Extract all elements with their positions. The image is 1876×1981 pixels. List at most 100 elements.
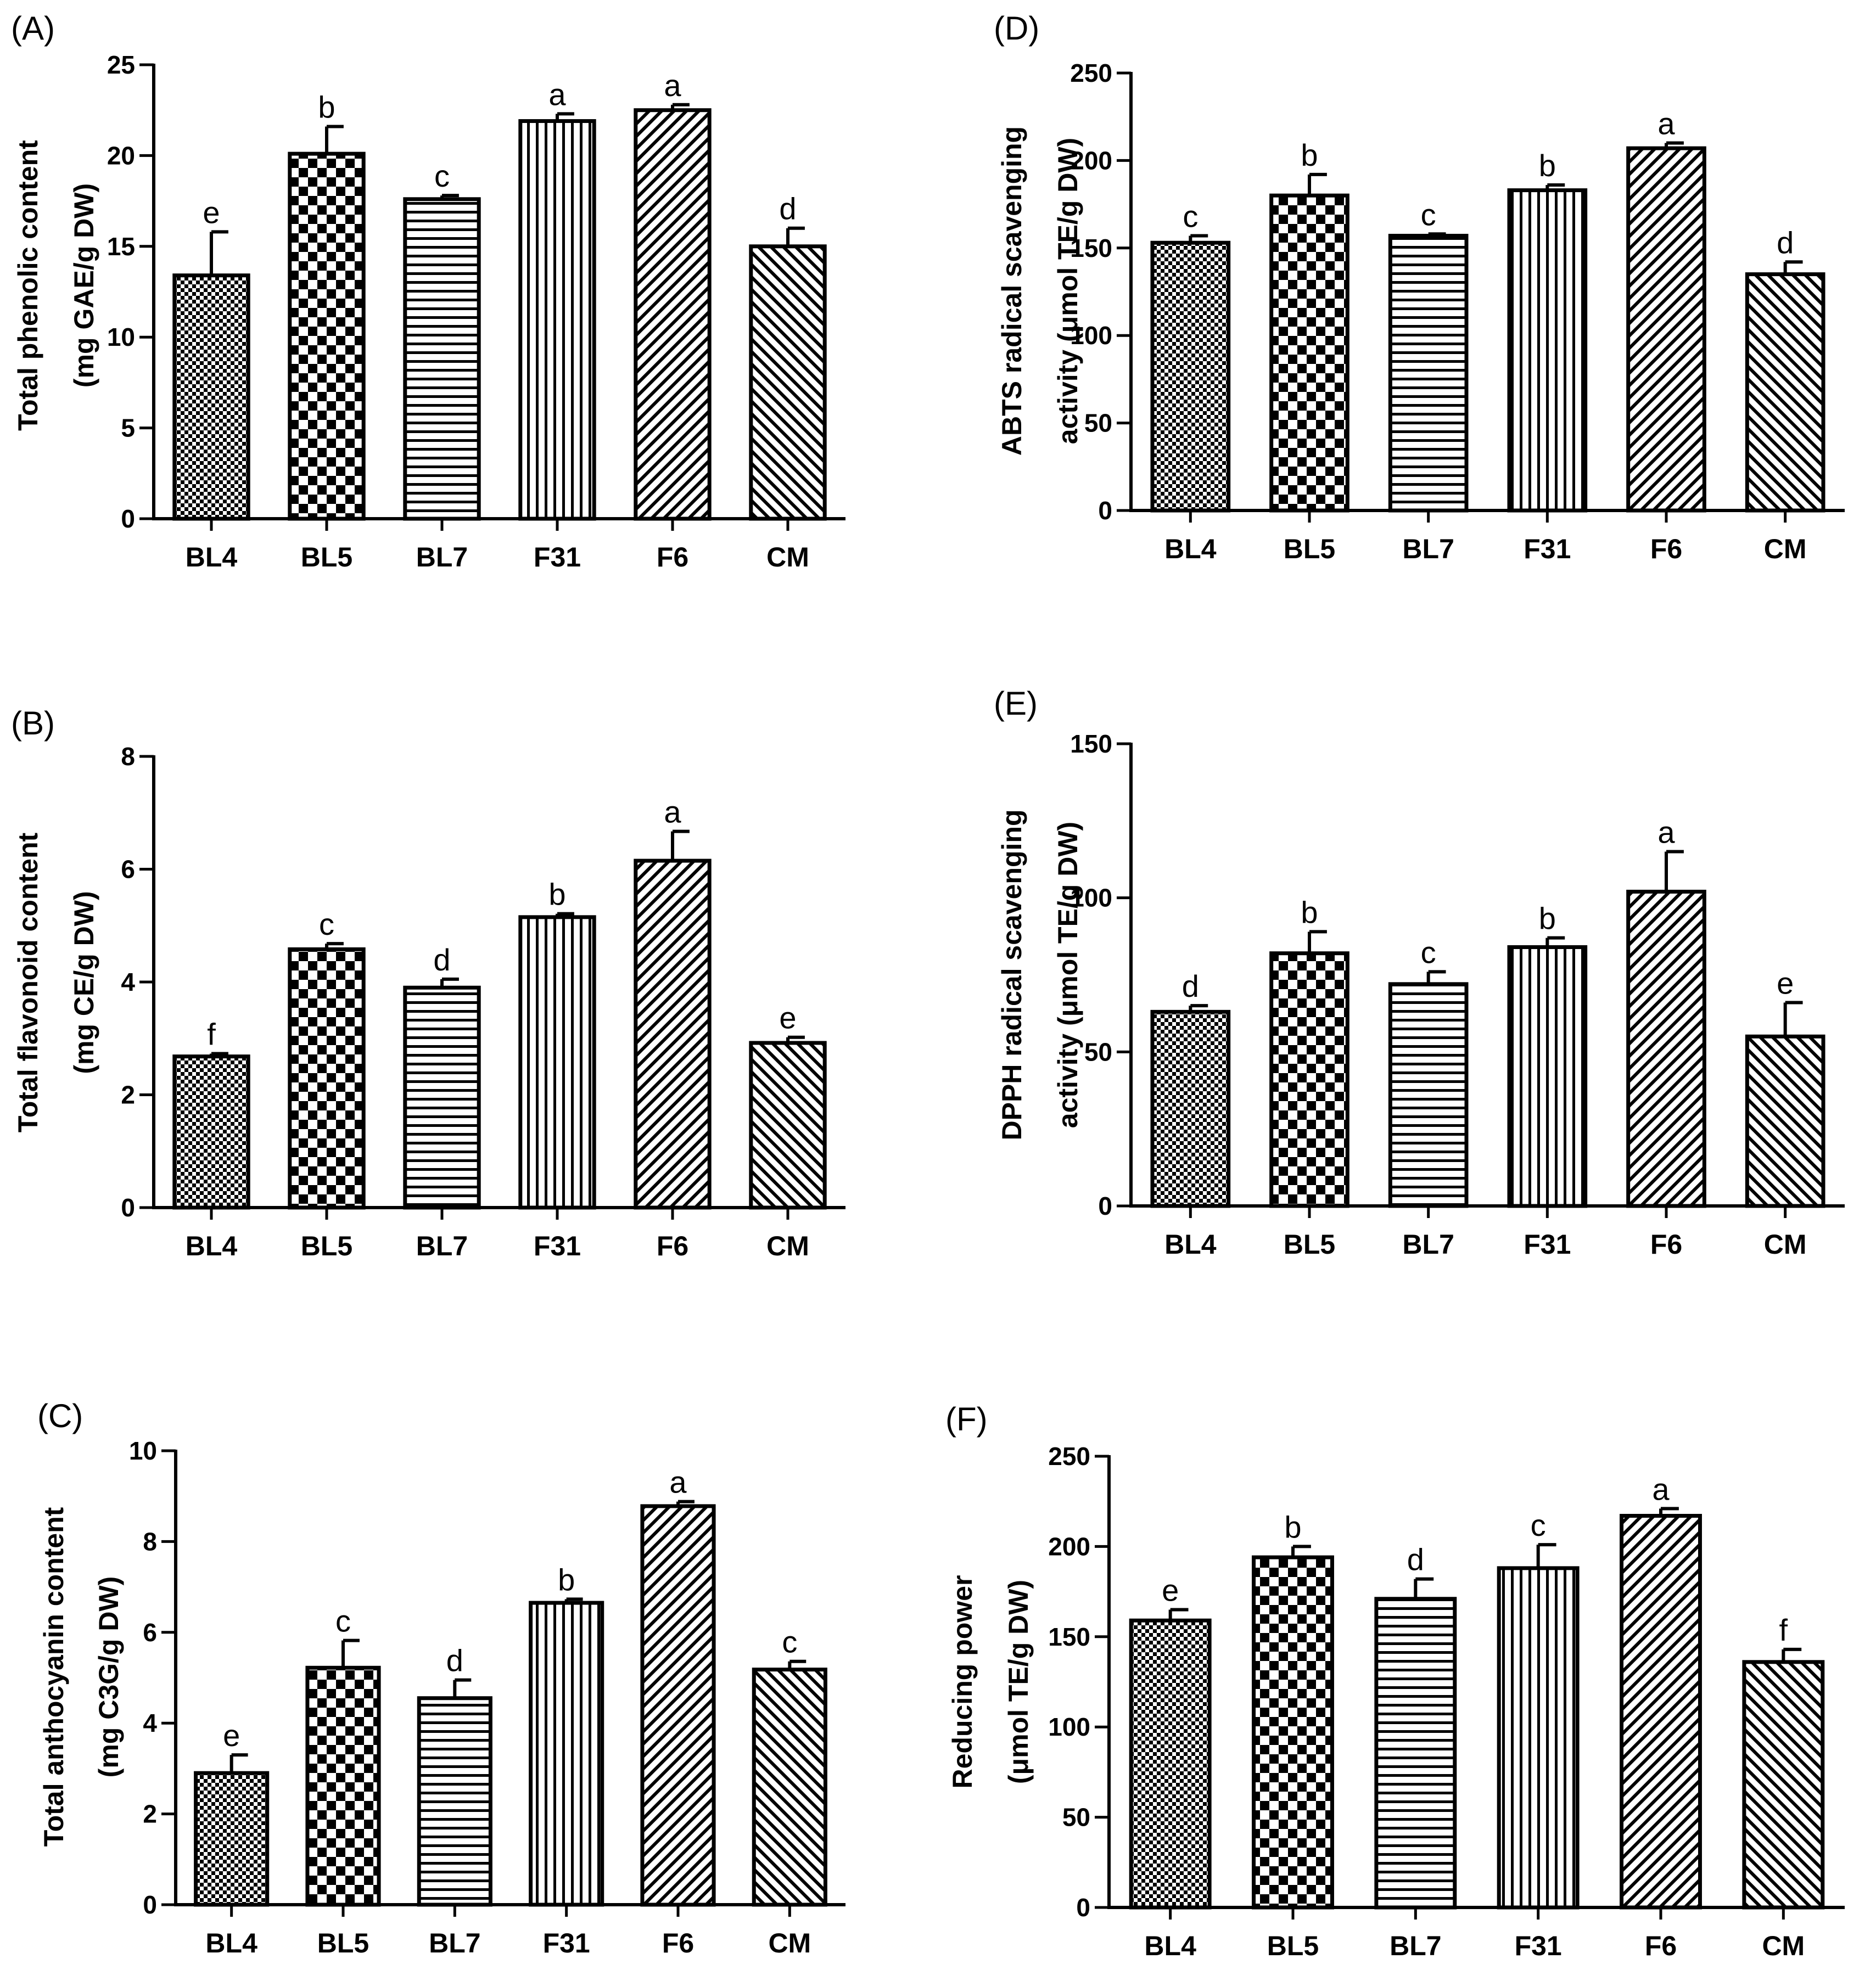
significance-letter-bl7: d xyxy=(446,1643,463,1678)
x-tick-label-f6: F6 xyxy=(1650,534,1682,564)
y-tick-label: 50 xyxy=(1084,409,1112,437)
x-tick-label-bl7: BL7 xyxy=(416,542,468,573)
x-tick-label-f31: F31 xyxy=(534,1231,581,1261)
bar-cm xyxy=(752,1668,827,1907)
bar-f6 xyxy=(640,1504,716,1907)
significance-letter-cm: e xyxy=(1777,966,1794,1001)
bar-f31 xyxy=(1497,1566,1580,1910)
y-tick-label: 6 xyxy=(143,1618,157,1647)
x-tick-label-cm: CM xyxy=(1762,1931,1805,1961)
bar-bl5 xyxy=(288,151,366,521)
x-tick-label-cm: CM xyxy=(1764,534,1807,564)
significance-letter-bl4: d xyxy=(1182,969,1199,1003)
x-tick-label-bl7: BL7 xyxy=(1402,1229,1454,1260)
significance-letter-cm: c xyxy=(782,1625,797,1659)
chart-panel-a: (A) Total phenolic content (mg GAE/g DW) 0 5… xyxy=(11,10,845,573)
x-tick-label-bl7: BL7 xyxy=(416,1231,468,1261)
bar-f31 xyxy=(529,1601,604,1907)
panel-label: (C) xyxy=(37,1398,83,1434)
x-tick-label-f31: F31 xyxy=(1524,534,1571,564)
y-tick-label: 4 xyxy=(121,968,135,996)
y-tick-label: 0 xyxy=(121,1193,135,1222)
significance-letter-bl5: c xyxy=(335,1604,351,1638)
y-axis-title-line: activity (μmol TE/g DW) xyxy=(1052,822,1083,1128)
x-tick-label-cm: CM xyxy=(768,1928,811,1958)
significance-letter-bl5: c xyxy=(319,907,334,941)
y-tick-label: 25 xyxy=(107,50,135,79)
y-tick-label: 8 xyxy=(121,742,135,771)
y-tick-label: 0 xyxy=(1098,496,1112,525)
bar-f31 xyxy=(518,915,596,1210)
y-tick-label: 5 xyxy=(121,414,135,442)
y-tick-label: 50 xyxy=(1062,1803,1090,1832)
bar-bl4 xyxy=(194,1771,270,1907)
x-tick-label-cm: CM xyxy=(766,542,809,573)
y-tick-label: 10 xyxy=(129,1436,157,1465)
x-tick-label-f6: F6 xyxy=(657,1231,688,1261)
y-tick-label: 2 xyxy=(121,1081,135,1109)
y-tick-label: 100 xyxy=(1048,1713,1090,1741)
significance-letter-bl4: e xyxy=(203,195,220,229)
bar-bl5 xyxy=(1252,1555,1334,1910)
significance-letter-bl4: e xyxy=(223,1718,240,1753)
x-tick-label-bl4: BL4 xyxy=(186,542,238,573)
significance-letter-cm: d xyxy=(779,192,796,226)
x-tick-label-bl4: BL4 xyxy=(186,1231,238,1261)
significance-letter-f31: c xyxy=(1531,1508,1546,1542)
y-tick-label: 150 xyxy=(1070,234,1112,262)
bar-bl7 xyxy=(1374,1597,1457,1910)
significance-letter-f6: a xyxy=(669,1465,687,1500)
y-axis-title-line: (mg CE/g DW) xyxy=(69,891,99,1074)
x-tick-label-f31: F31 xyxy=(543,1928,590,1958)
significance-letter-bl7: c xyxy=(1421,935,1436,969)
y-tick-label: 8 xyxy=(143,1527,157,1556)
x-tick-label-bl7: BL7 xyxy=(1402,534,1454,564)
x-tick-label-bl5: BL5 xyxy=(301,542,352,573)
significance-letter-f31: b xyxy=(1539,148,1556,183)
x-tick-label-f31: F31 xyxy=(1515,1931,1562,1961)
bar-bl7 xyxy=(1388,982,1469,1208)
bar-cm xyxy=(1745,272,1825,513)
x-tick-label-cm: CM xyxy=(1764,1229,1807,1260)
significance-letter-f31: b xyxy=(1539,901,1556,936)
y-tick-label: 200 xyxy=(1070,146,1112,175)
significance-letter-f31: a xyxy=(548,77,566,111)
bar-f6 xyxy=(1626,146,1706,513)
bar-bl5 xyxy=(1269,193,1349,513)
panel-label: (F) xyxy=(945,1401,988,1438)
x-tick-label-bl5: BL5 xyxy=(317,1928,369,1958)
x-tick-label-bl5: BL5 xyxy=(1284,534,1335,564)
bar-f31 xyxy=(1507,945,1588,1208)
bar-bl7 xyxy=(403,985,481,1210)
panel-label: (E) xyxy=(994,685,1038,722)
chart-panel-d: (D) ABTS radical scavenging activity (μmol… xyxy=(994,10,1845,564)
x-tick-label-f6: F6 xyxy=(657,542,688,573)
significance-letter-bl4: f xyxy=(207,1017,216,1051)
y-tick-label: 250 xyxy=(1048,1442,1090,1471)
x-tick-label-bl5: BL5 xyxy=(1284,1229,1335,1260)
y-axis-title-line: (μmol TE/g DW) xyxy=(1003,1580,1034,1784)
y-axis-title-line: Total flavonoid content xyxy=(13,833,43,1133)
bar-bl4 xyxy=(1150,1009,1231,1208)
y-tick-label: 2 xyxy=(143,1800,157,1828)
significance-letter-bl4: e xyxy=(1162,1573,1179,1607)
y-tick-label: 0 xyxy=(143,1890,157,1919)
y-axis-title-line: Total anthocyanin content xyxy=(38,1507,69,1847)
significance-letter-f6: a xyxy=(1657,106,1675,141)
bar-bl7 xyxy=(403,197,481,521)
y-tick-label: 100 xyxy=(1070,884,1112,912)
significance-letter-f6: a xyxy=(664,795,681,829)
bar-cm xyxy=(749,1041,827,1210)
y-tick-label: 0 xyxy=(121,504,135,533)
bar-bl4 xyxy=(1150,240,1231,513)
bar-bl7 xyxy=(1388,233,1469,513)
significance-letter-cm: d xyxy=(1777,225,1794,260)
significance-letter-bl7: c xyxy=(434,159,450,193)
chart-panel-c: (C) Total anthocyanin content (mg C3G/g DW… xyxy=(37,1398,845,1958)
bar-bl4 xyxy=(1129,1618,1212,1910)
y-tick-label: 0 xyxy=(1076,1893,1090,1922)
bar-cm xyxy=(749,244,827,521)
bar-bl5 xyxy=(305,1665,381,1907)
bar-bl5 xyxy=(1269,951,1349,1208)
